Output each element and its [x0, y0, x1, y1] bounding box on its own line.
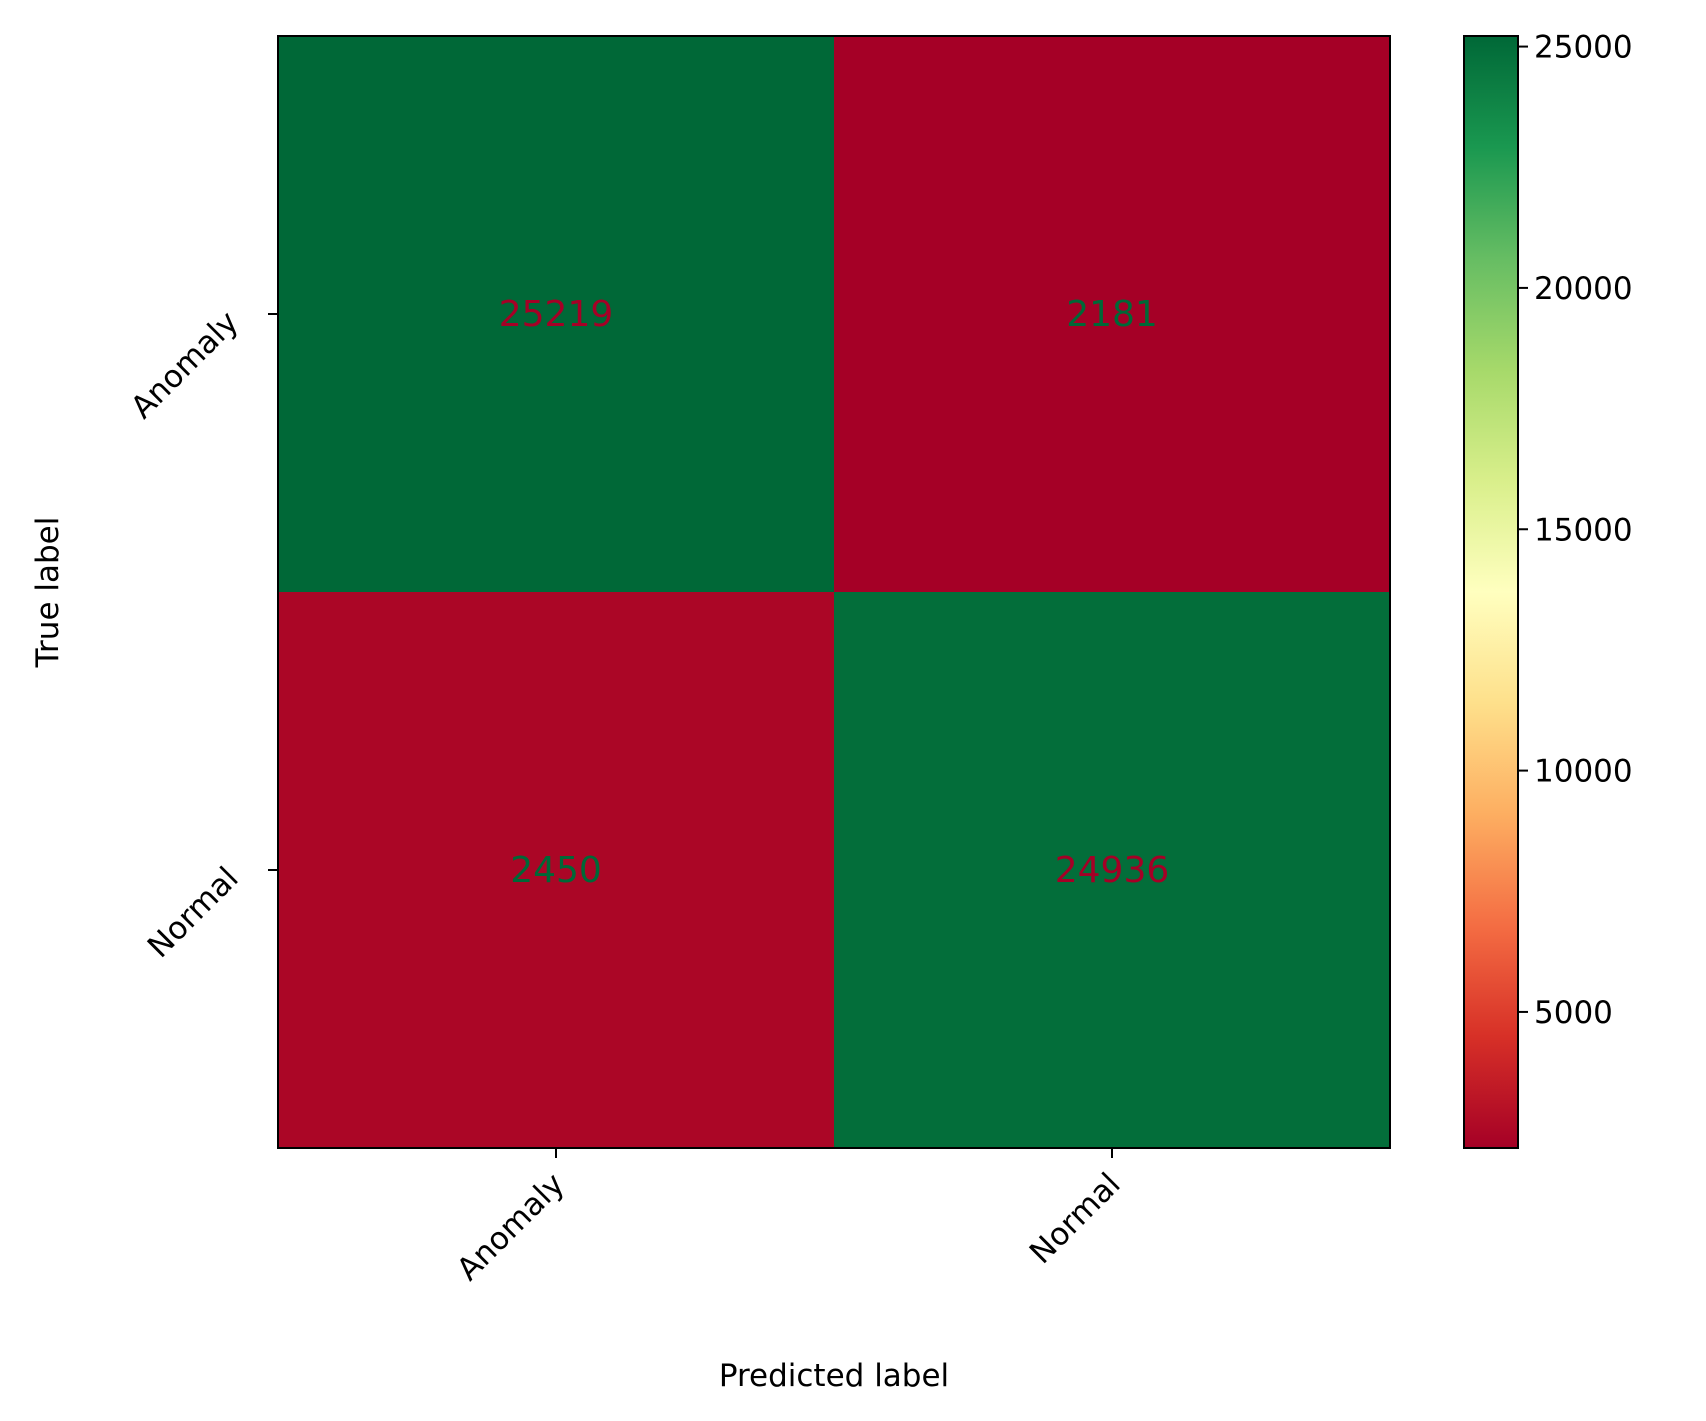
cell-value-label: 2450 [510, 850, 602, 891]
heatmap-cells [278, 36, 1391, 1149]
colorbar-frame [1463, 35, 1519, 1149]
x-tick-label: Anomaly [450, 1166, 572, 1288]
y-tick-label: Normal [141, 860, 246, 965]
x-axis-ticks: Anomaly Normal [450, 1148, 1128, 1288]
y-axis-ticks: Anomaly Normal [124, 304, 278, 965]
heatmap-cell-1-1 [834, 592, 1391, 1149]
y-tick-label: Anomaly [124, 304, 246, 426]
heatmap-cell-0-0 [278, 36, 835, 593]
colorbar-tick-label: 10000 [1534, 754, 1633, 790]
cell-value-label: 25219 [499, 294, 614, 335]
colorbar-tick-label: 5000 [1534, 995, 1613, 1031]
colorbar-tick-label: 15000 [1534, 512, 1633, 548]
axes-frame [277, 35, 1391, 1149]
colorbar-tick-label: 20000 [1534, 271, 1633, 307]
y-axis-title: True label [30, 517, 66, 669]
x-tick-label: Normal [1023, 1166, 1128, 1271]
x-axis-title: Predicted label [719, 1358, 949, 1394]
colorbar: 5000 10000 15000 20000 25000 [1463, 30, 1633, 1149]
cell-value-labels: 25219 2181 2450 24936 [499, 294, 1170, 891]
cell-value-label: 2181 [1066, 294, 1158, 335]
heatmap-cell-0-1 [834, 36, 1391, 593]
colorbar-gradient [1464, 36, 1518, 1148]
heatmap-cell-1-0 [278, 592, 835, 1149]
colorbar-tick-label: 25000 [1534, 30, 1633, 66]
cell-value-label: 24936 [1055, 850, 1170, 891]
